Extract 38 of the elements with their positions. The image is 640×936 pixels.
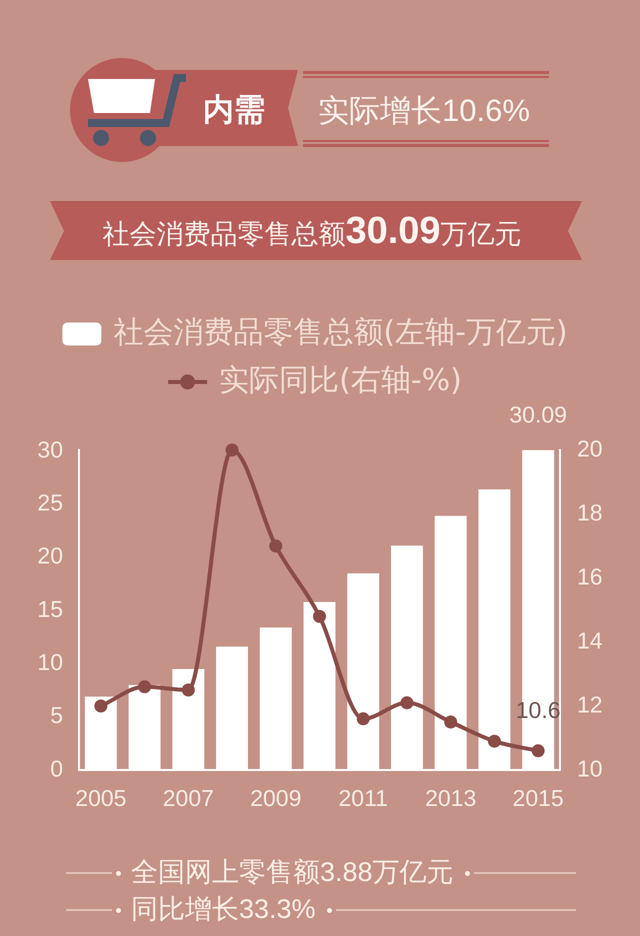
point bbox=[488, 734, 501, 748]
chart-title: 内需 bbox=[203, 92, 265, 129]
y2-tick-label: 16 bbox=[577, 563, 603, 590]
point bbox=[226, 444, 239, 456]
y-tick-label: 20 bbox=[37, 542, 63, 569]
y2-tick-label: 12 bbox=[577, 691, 603, 718]
y-tick-label: 30 bbox=[37, 436, 63, 462]
text: 全国网上零售额3.88万亿元 bbox=[131, 857, 454, 889]
x-tick-label: 2015 bbox=[512, 785, 564, 812]
point bbox=[356, 712, 370, 726]
x-tick-label: 2005 bbox=[75, 785, 126, 812]
point bbox=[400, 696, 414, 710]
x-tick-label: 2009 bbox=[250, 785, 302, 812]
x-tick-label: 2011 bbox=[338, 785, 388, 812]
legend-label: 实际同比(右轴-%) bbox=[219, 362, 462, 398]
y-tick-label: 15 bbox=[37, 596, 63, 622]
text: 社会消费品零售总额30.09万亿元 bbox=[102, 210, 522, 252]
y2-tick-label: 10 bbox=[577, 755, 603, 782]
x-tick-label: 2007 bbox=[162, 785, 214, 812]
y2-tick-label: 20 bbox=[577, 435, 603, 462]
chart-subtitle: 实际增长10.6% bbox=[318, 93, 530, 129]
point bbox=[532, 744, 545, 758]
legend-label: 社会消费品零售总额(左轴-万亿元) bbox=[113, 314, 568, 350]
point bbox=[444, 716, 458, 728]
y-tick-label: 5 bbox=[50, 702, 63, 728]
y2-tick-label: 18 bbox=[577, 499, 603, 526]
y-tick-label: 0 bbox=[50, 755, 63, 782]
text: 同比增长33.3% bbox=[131, 894, 316, 926]
point bbox=[94, 700, 108, 712]
point bbox=[138, 680, 152, 694]
y2-tick-label: 14 bbox=[577, 627, 603, 654]
x-tick-label: 2013 bbox=[425, 785, 476, 812]
y-tick-label: 10 bbox=[37, 649, 63, 676]
point bbox=[269, 540, 282, 552]
data-label: 30.09 bbox=[509, 401, 567, 428]
y-tick-label: 25 bbox=[37, 490, 63, 516]
point bbox=[313, 610, 326, 623]
point bbox=[182, 684, 195, 696]
